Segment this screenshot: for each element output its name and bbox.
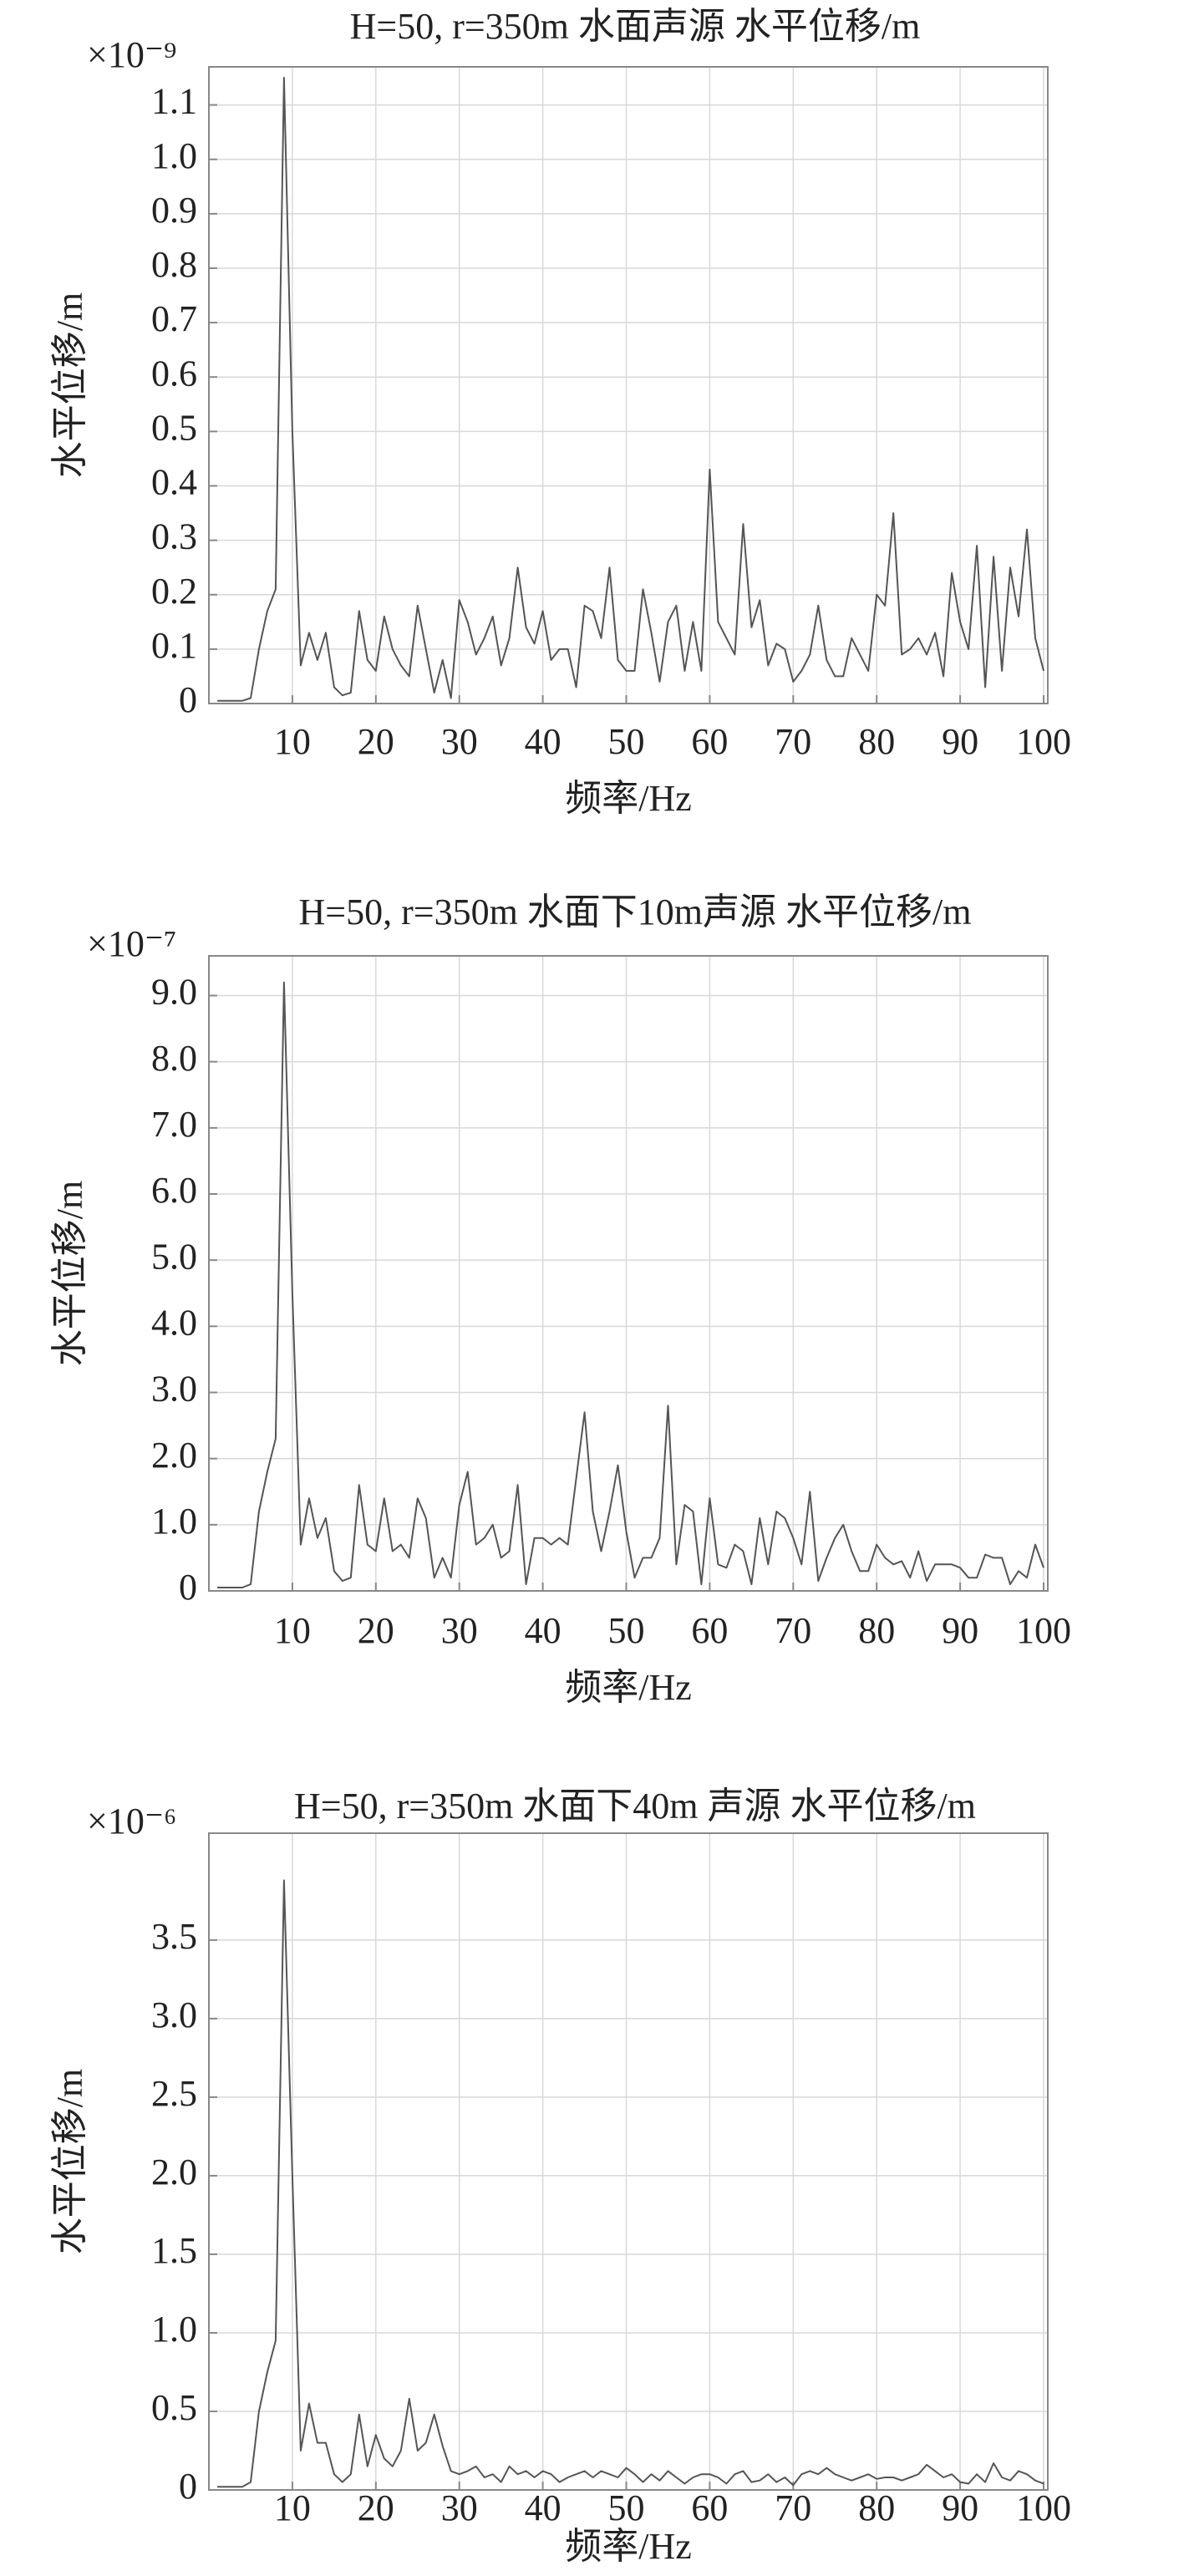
x-tick-label: 30: [441, 721, 478, 762]
y-tick-label: 9.0: [151, 972, 197, 1013]
chart-title: H=50, r=350m 水面下40m 声源 水平位移/m: [294, 1786, 976, 1827]
y-tick-label: 3.0: [151, 1369, 197, 1410]
x-tick-label: 60: [691, 2487, 728, 2528]
plot-frame: [208, 66, 1049, 704]
y-tick-label: 0.4: [151, 462, 197, 503]
x-axis-label: 频率/Hz: [565, 1667, 692, 1708]
x-tick-label: 20: [358, 2487, 394, 2528]
y-tick-label: 2.0: [151, 1435, 197, 1476]
x-axis-label: 频率/Hz: [565, 2526, 692, 2567]
x-tick-label: 100: [1016, 2487, 1071, 2528]
chart-title: H=50, r=350m 水面声源 水平位移/m: [350, 6, 921, 47]
y-tick-label: 0: [179, 1567, 197, 1608]
y-tick-label: 1.0: [151, 1501, 197, 1542]
chart-title: H=50, r=350m 水面下10m声源 水平位移/m: [299, 892, 972, 932]
x-tick-label: 100: [1016, 721, 1071, 762]
x-tick-label: 90: [942, 1610, 978, 1651]
x-tick-label: 50: [608, 1610, 645, 1651]
x-tick-label: 90: [942, 721, 978, 762]
x-tick-label: 100: [1016, 1610, 1071, 1651]
y-tick-label: 2.5: [151, 2073, 197, 2114]
x-tick-label: 30: [441, 2487, 478, 2528]
y-tick-label: 0: [179, 2466, 197, 2507]
data-line: [217, 77, 1044, 702]
x-tick-label: 40: [525, 721, 562, 762]
x-tick-label: 70: [775, 721, 811, 762]
x-tick-label: 60: [691, 1610, 728, 1651]
y-tick-label: 1.0: [151, 135, 197, 176]
x-tick-label: 10: [274, 721, 311, 762]
data-line: [217, 981, 1044, 1588]
x-tick-label: 60: [691, 721, 728, 762]
x-axis-label: 频率/Hz: [565, 778, 692, 819]
x-tick-label: 50: [608, 721, 645, 762]
y-tick-label: 1.0: [151, 2309, 197, 2350]
x-tick-label: 40: [525, 2487, 562, 2528]
y-tick-label: 0.6: [151, 353, 197, 394]
x-tick-label: 70: [775, 1610, 811, 1651]
y-tick-label: 0.2: [151, 571, 197, 612]
x-tick-label: 80: [858, 2487, 895, 2528]
y-tick-label: 0.1: [151, 625, 197, 666]
data-line: [217, 1879, 1044, 2488]
y-axis-label: 水平位移/m: [49, 292, 90, 478]
y-tick-label: 0: [179, 679, 197, 720]
y-tick-label: 8.0: [151, 1038, 197, 1079]
x-tick-label: 30: [441, 1610, 478, 1651]
y-tick-label: 0.8: [151, 244, 197, 285]
y-tick-label: 0.5: [151, 2387, 197, 2428]
x-tick-label: 50: [608, 2487, 645, 2528]
y-tick-label: 0.9: [151, 190, 197, 231]
x-tick-label: 10: [274, 2487, 311, 2528]
y-multiplier: ×10⁻⁷: [87, 923, 176, 964]
y-axis-label: 水平位移/m: [49, 1181, 90, 1366]
y-tick-label: 1.5: [151, 2230, 197, 2271]
x-tick-label: 40: [525, 1610, 562, 1651]
y-tick-label: 0.7: [151, 298, 197, 339]
y-tick-label: 0.3: [151, 516, 197, 557]
y-tick-label: 3.5: [151, 1916, 197, 1957]
x-tick-label: 20: [358, 1610, 394, 1651]
y-tick-label: 5.0: [151, 1236, 197, 1277]
x-tick-label: 70: [775, 2487, 811, 2528]
plot-frame: [208, 1832, 1049, 2491]
x-tick-label: 20: [358, 721, 394, 762]
y-tick-label: 2.0: [151, 2152, 197, 2192]
y-multiplier: ×10⁻⁹: [87, 34, 176, 75]
y-tick-label: 4.0: [151, 1302, 197, 1343]
y-tick-label: 1.1: [151, 81, 197, 122]
x-tick-label: 80: [858, 721, 895, 762]
x-tick-label: 90: [942, 2487, 978, 2528]
y-tick-label: 6.0: [151, 1170, 197, 1211]
y-axis-label: 水平位移/m: [49, 2069, 90, 2254]
y-multiplier: ×10⁻⁶: [87, 1801, 176, 1842]
y-tick-label: 7.0: [151, 1104, 197, 1145]
y-tick-label: 3.0: [151, 1994, 197, 2035]
plot-frame: [208, 955, 1049, 1592]
y-tick-label: 0.5: [151, 407, 197, 448]
x-tick-label: 10: [274, 1610, 311, 1651]
x-tick-label: 80: [858, 1610, 895, 1651]
